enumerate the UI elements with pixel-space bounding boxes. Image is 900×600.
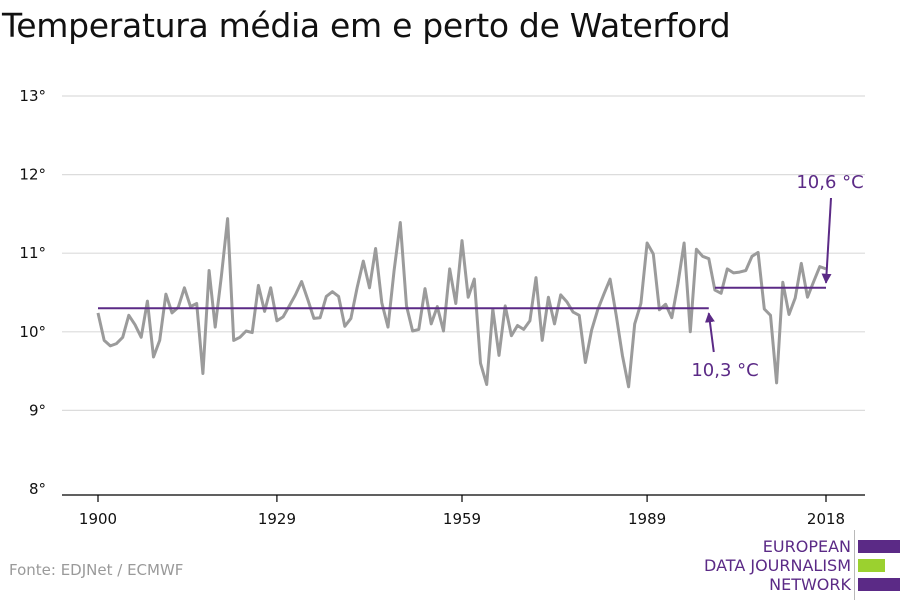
x-tick-label: 1989: [628, 510, 666, 528]
x-tick-label: 1900: [79, 510, 117, 528]
source-credit: Fonte: EDJNet / ECMWF: [9, 561, 184, 579]
y-axis: 8° 9° 10° 11° 12° 13°: [19, 87, 46, 498]
y-tick-label: 9°: [29, 401, 46, 419]
annotation-label-1: 10,3 °C: [691, 360, 758, 381]
y-tick-label: 11°: [19, 244, 46, 262]
chart-title: Temperatura média em e perto de Waterfor…: [2, 6, 731, 45]
y-tick-label: 10°: [19, 323, 46, 341]
y-tick-label: 12°: [19, 166, 46, 184]
logo-line-european: EUROPEAN: [762, 537, 851, 556]
logo-line-network: NETWORK: [769, 575, 851, 594]
x-axis: 1900 1929 1959 1989 2018: [79, 495, 845, 528]
average-lines: [98, 286, 826, 310]
annotations: 10,3 °C 10,6 °C: [691, 172, 863, 381]
annotation-arrow-2: [821, 197, 832, 284]
edjnet-logo: EUROPEAN DATA JOURNALISM NETWORK: [700, 530, 900, 600]
annotation-arrow-1: [704, 312, 715, 353]
x-tick-label: 1959: [443, 510, 481, 528]
x-tick-label: 2018: [807, 510, 845, 528]
x-tick-label: 1929: [258, 510, 296, 528]
logo-line-data-journalism: DATA JOURNALISM: [704, 556, 851, 575]
logo-bar-purple-top: [858, 540, 900, 553]
temperature-series-line: [96, 217, 827, 389]
annotation-label-2: 10,6 °C: [796, 172, 863, 193]
logo-bar-green: [858, 559, 885, 572]
logo-bar-purple-bottom: [858, 578, 900, 591]
logo-divider: [854, 530, 855, 600]
y-tick-label: 8°: [29, 480, 46, 498]
y-tick-label: 13°: [19, 87, 46, 105]
